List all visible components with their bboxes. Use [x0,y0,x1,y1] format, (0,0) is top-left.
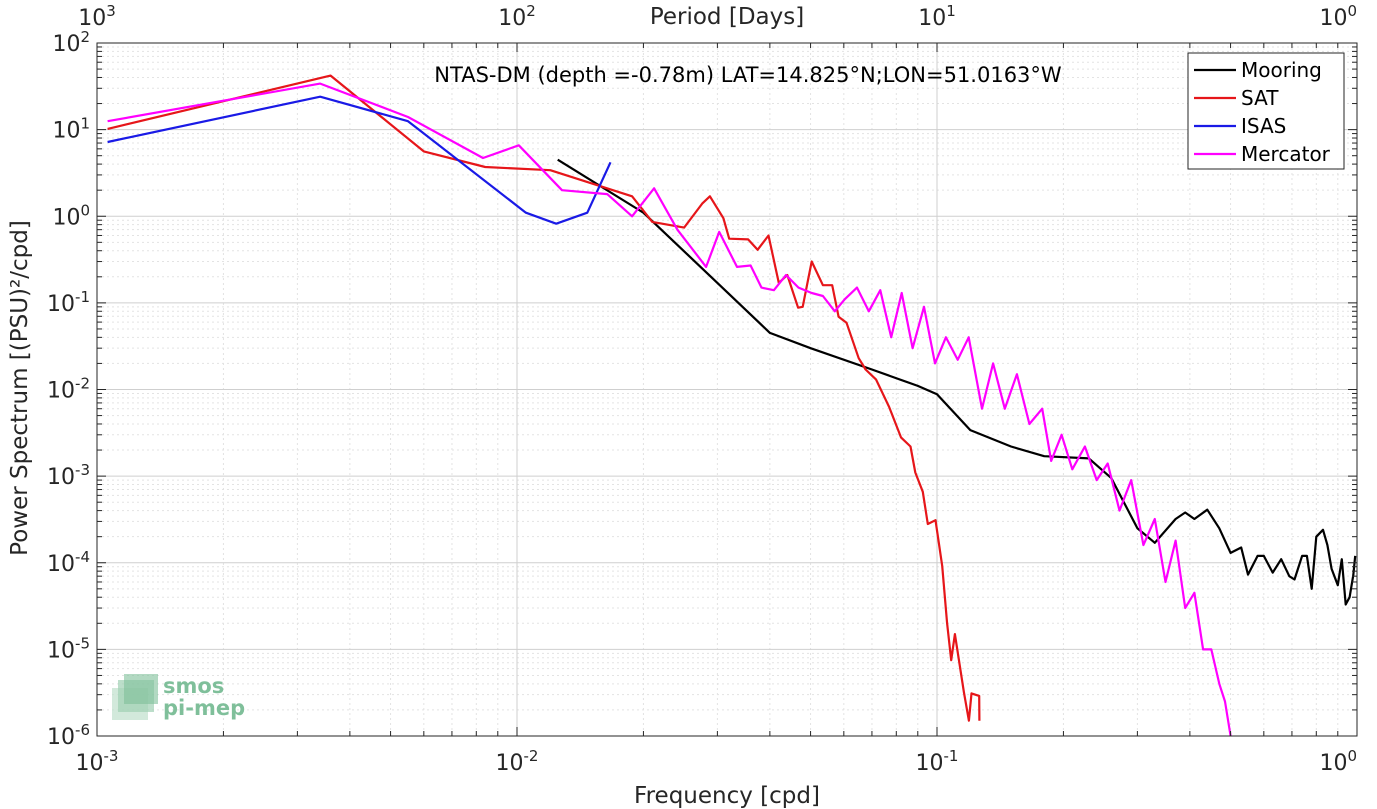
series-line-isas [107,95,612,225]
y-tick-label-exp: -2 [75,375,90,393]
y-tick-label-exp: 2 [80,28,90,46]
top-tick-label: 101 [918,2,956,31]
chart-title: NTAS-DM (depth =-0.78m) LAT=14.825°N;LON… [434,63,1062,87]
y-tick-label: 101 [52,115,90,144]
y-tick-label-exp: -1 [75,288,90,306]
top-tick-label-exp: 1 [946,2,956,20]
top-tick-labels: 103 102 101 100 [78,2,1357,31]
x-tick-label: 100 [1319,747,1357,776]
x-axis-label: Frequency [cpd] [634,783,820,809]
y-tick-label: 100 [52,201,90,230]
x-tick-label-base: 10 [496,751,524,776]
y-axis-label: Power Spectrum [(PSU)²/cpd] [7,220,33,556]
top-tick-label: 102 [498,2,536,31]
y-tick-label: 10-4 [47,548,90,577]
top-tick-label-exp: 0 [1347,2,1357,20]
y-tick-label-base: 10 [47,465,75,490]
x-tick-label-exp: 0 [1347,747,1357,765]
smos-pimep-logo: smos pi-mep [112,674,245,720]
logo-text-smos: smos [163,674,224,698]
y-tick-label: 102 [52,28,90,57]
y-tick-label-base: 10 [47,292,75,317]
top-tick-label-base: 10 [498,6,526,31]
legend-entry: Mercator [1241,142,1331,166]
x-tick-label-base: 10 [76,751,104,776]
y-tick-label: 10-6 [47,721,90,750]
y-tick-label-exp: -5 [75,634,90,652]
x-tick-labels: 10-3 10-2 10-1 100 [76,747,1357,776]
x-tick-label-exp: -3 [104,747,119,765]
legend-entry: Mooring [1241,58,1322,82]
legend-entry: ISAS [1241,114,1286,138]
legend: Mooring SAT ISAS Mercator [1187,52,1345,170]
x-tick-label-exp: -1 [944,747,959,765]
top-axis-label: Period [Days] [650,4,804,30]
series-line-sat [107,74,981,722]
x-tick-label: 10-2 [496,747,539,776]
x-tick-label-exp: -2 [524,747,539,765]
y-tick-label-exp: -3 [75,461,90,479]
y-tick-label: 10-2 [47,375,90,404]
x-tick-label: 10-1 [916,747,959,776]
minor-grid [97,43,1357,736]
y-tick-label-base: 10 [47,638,75,663]
y-tick-label-base: 10 [47,552,75,577]
y-tick-label-exp: -6 [75,721,90,739]
legend-entry: SAT [1241,86,1279,110]
top-tick-label-base: 10 [918,6,946,31]
top-tick-label: 103 [78,2,116,31]
y-tick-label-exp: 1 [80,115,90,133]
top-tick-label: 100 [1319,2,1357,31]
y-tick-label: 10-1 [47,288,90,317]
y-tick-label-exp: 0 [80,201,90,219]
top-tick-label-base: 10 [78,6,106,31]
y-tick-label-base: 10 [52,32,80,57]
legend-box [1187,52,1345,170]
y-tick-label: 10-3 [47,461,90,490]
x-tick-label-base: 10 [1319,751,1347,776]
tick-marks [96,42,1358,737]
y-tick-label-base: 10 [52,119,80,144]
series-line-mercator [107,82,1232,737]
top-tick-label-base: 10 [1319,6,1347,31]
y-tick-label: 10-5 [47,634,90,663]
series-line-mooring [557,158,1357,606]
series-layer [107,74,1357,737]
y-tick-label-base: 10 [47,379,75,404]
y-tick-label-base: 10 [47,725,75,750]
y-tick-label-base: 10 [52,205,80,230]
logo-text-pimep: pi-mep [163,696,245,720]
y-tick-label-exp: -4 [75,548,90,566]
top-tick-label-exp: 3 [106,2,116,20]
x-tick-label: 10-3 [76,747,119,776]
top-tick-label-exp: 2 [526,2,536,20]
x-tick-label-base: 10 [916,751,944,776]
